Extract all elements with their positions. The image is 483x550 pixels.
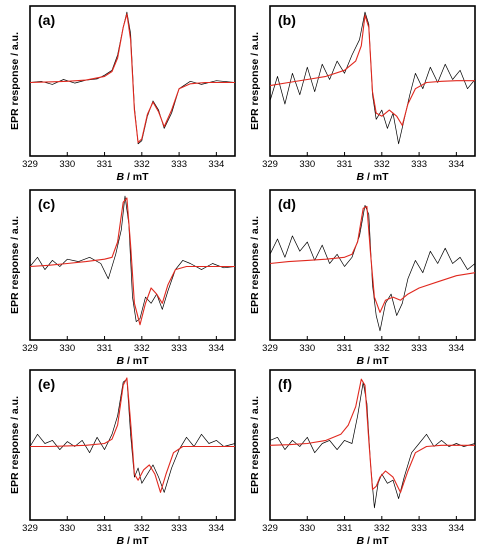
x-axis-label-unit: / mT [364,535,389,547]
x-axis-label-symbol: B [116,355,124,367]
plot-frame [29,5,236,157]
x-axis-label: B / mT [356,171,389,183]
x-axis-label-unit: / mT [124,355,149,367]
y-axis-label: EPR response / a.u. [249,396,261,494]
x-axis-label-unit: / mT [364,355,389,367]
x-axis-label-symbol: B [356,535,364,547]
plot-frame [29,369,236,521]
y-axis-label: EPR response / a.u. [249,32,261,130]
x-tick-label: 331 [337,159,353,170]
experimental-series-line [269,204,476,332]
experimental-series-line [29,195,236,322]
x-tick-label: 332 [374,343,390,354]
y-axis-label: EPR response / a.u. [9,32,21,130]
x-axis-label: B / mT [356,535,389,547]
fit-series-line [269,14,475,126]
x-tick-label: 329 [262,343,278,354]
x-tick-label: 329 [262,159,278,170]
x-axis-label-unit: / mT [364,171,389,183]
panel-label: (a) [38,12,55,28]
x-tick-label: 330 [299,523,315,534]
panel-d: 329 330 331 332 333 334 (d) EPR response / a.u.… [249,189,476,367]
x-tick-label: 330 [59,523,75,534]
fit-series-line [269,378,475,493]
x-tick-label: 329 [22,343,38,354]
x-tick-label: 333 [411,343,427,354]
x-tick-label: 334 [448,159,464,170]
x-axis-label-unit: / mT [124,535,149,547]
panel-f: 329 330 331 332 333 334 (f) EPR response / a.u.… [249,369,476,547]
y-axis-label: EPR response / a.u. [249,216,261,314]
x-axis-label: B / mT [116,535,149,547]
x-tick-label: 333 [171,523,187,534]
panel-label: (f) [278,376,292,392]
x-tick-label: 332 [134,523,150,534]
x-tick-label: 332 [134,159,150,170]
x-tick-label: 330 [299,343,315,354]
fit-series-line [29,197,235,326]
x-tick-label: 334 [208,159,224,170]
x-tick-label: 334 [208,343,224,354]
y-axis-label: EPR response / a.u. [9,216,21,314]
experimental-series-line [29,378,236,493]
x-tick-label: 334 [448,343,464,354]
plot-frame [29,189,236,341]
panel-label: (c) [38,196,55,212]
fit-series-line [29,13,235,144]
panel-label: (e) [38,376,55,392]
panel-label: (b) [278,12,296,28]
x-tick-label: 329 [22,159,38,170]
panel-a: 329 330 331 332 333 334 (a) EPR response / a.u.… [9,5,236,183]
x-axis-label-unit: / mT [124,171,149,183]
x-axis-label-symbol: B [356,355,364,367]
x-tick-label: 329 [22,523,38,534]
x-tick-label: 333 [411,159,427,170]
x-axis-label-symbol: B [116,535,124,547]
panel-b: 329 330 331 332 333 334 (b) EPR response / a.u.… [249,5,476,183]
x-tick-label: 333 [411,523,427,534]
plot-frame [269,189,476,341]
fit-series-line [269,205,476,313]
x-tick-label: 330 [59,159,75,170]
x-tick-label: 330 [59,343,75,354]
x-axis-label: B / mT [116,171,149,183]
x-axis-label: B / mT [116,355,149,367]
x-tick-label: 331 [97,343,113,354]
x-tick-label: 332 [374,523,390,534]
fit-series-line [30,377,235,493]
x-tick-label: 330 [299,159,315,170]
panel-label: (d) [278,196,296,212]
x-tick-label: 332 [134,343,150,354]
x-axis-label-symbol: B [356,171,364,183]
x-tick-label: 331 [97,523,113,534]
panel-e: 329 330 331 332 333 334 (e) EPR response / a.u.… [9,369,236,547]
x-tick-label: 333 [171,343,187,354]
experimental-series-line [269,11,476,145]
x-axis-label: B / mT [356,355,389,367]
x-tick-label: 334 [448,523,464,534]
x-axis-label-symbol: B [116,171,124,183]
y-axis-label: EPR response / a.u. [9,396,21,494]
x-tick-label: 329 [262,523,278,534]
panel-c: 329 330 331 332 333 334 (c) EPR response / a.u.… [9,189,236,367]
x-tick-label: 333 [171,159,187,170]
x-tick-label: 332 [374,159,390,170]
x-tick-label: 334 [208,523,224,534]
x-tick-label: 331 [337,523,353,534]
x-tick-label: 331 [97,159,113,170]
x-tick-label: 331 [337,343,353,354]
